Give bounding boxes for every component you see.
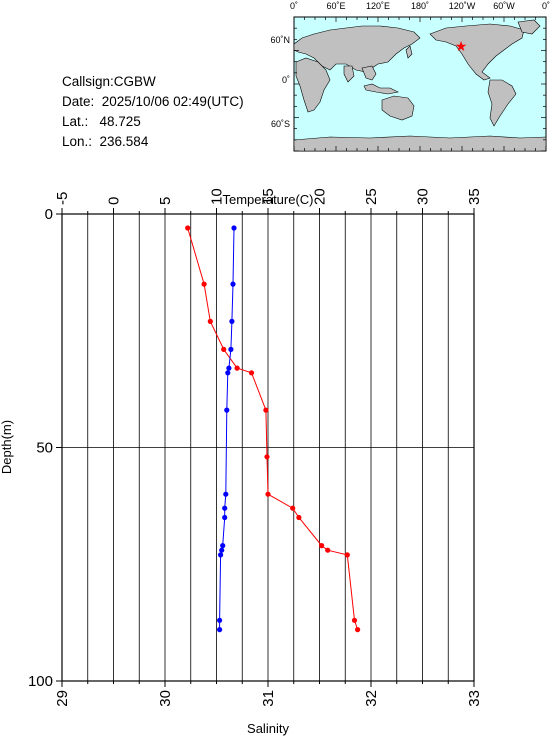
latitude-text: Lat.: 48.725 [62, 114, 141, 129]
map-land-south-america [487, 79, 517, 127]
longitude-text: Lon.: 236.584 [62, 134, 149, 149]
map-land-indonesia [363, 83, 399, 95]
callsign-text: Callsign:CGBW [62, 74, 156, 89]
temperature-axis-label: Temperature(C) [222, 192, 313, 207]
location-map: ★ 0˚ 60˚E 120˚E 180˚ 120˚W 60˚W 0˚ 60˚N 0˚ 60˚S [270, 1, 550, 152]
salinity-data-point [222, 514, 228, 521]
temperature-tick-label: 5 [157, 197, 174, 205]
temperature-data-point [264, 454, 270, 460]
salinity-data-point [225, 370, 231, 376]
map-longitude-label: 180˚ [411, 1, 429, 11]
map-land-eurasia [293, 25, 421, 73]
temperature-data-point [296, 514, 302, 521]
salinity-data-point [226, 365, 232, 371]
salinity-axis: 29 30 31 32 33 [54, 681, 483, 707]
depth-tick-label: 50 [36, 440, 53, 457]
map-latitude-label: 0˚ [282, 75, 290, 85]
temperature-data-point [207, 318, 213, 324]
salinity-axis-label: Salinity [247, 721, 289, 736]
map-longitude-label: 0˚ [290, 1, 298, 11]
depth-tick-label: 0 [45, 206, 53, 223]
map-longitude-label: 120˚E [366, 1, 390, 11]
map-landmasses [293, 19, 547, 152]
map-latitude-label: 60˚N [270, 35, 290, 45]
temperature-data-point [325, 547, 331, 553]
salinity-data-point [220, 543, 226, 549]
temperature-tick-label: 0 [106, 197, 123, 205]
temperature-data-point [344, 552, 350, 558]
map-longitude-label: 60˚E [326, 1, 345, 11]
station-marker-icon: ★ [455, 38, 468, 54]
temperature-data-point [185, 225, 191, 231]
map-land-africa [295, 57, 331, 113]
map-land-north-america [429, 23, 525, 81]
chart-grid [61, 213, 475, 682]
salinity-profile-line [219, 227, 235, 630]
temperature-axis: -5 0 5 10 15 20 25 30 35 [54, 188, 483, 214]
map-land-seasia [361, 65, 377, 81]
salinity-data-point [230, 281, 236, 287]
map-land-india [343, 65, 355, 83]
salinity-data-point [222, 505, 228, 511]
salinity-tick-label: 32 [363, 690, 380, 707]
date-text: Date: 2025/10/06 02:49(UTC) [62, 94, 244, 109]
temperature-data-point [351, 617, 358, 623]
salinity-tick-label: 30 [157, 690, 174, 707]
salinity-data-point [217, 627, 223, 633]
temperature-data-point [319, 543, 325, 549]
salinity-data-point [228, 346, 234, 352]
salinity-data-point [223, 491, 229, 497]
temperature-tick-label: 10 [209, 188, 226, 205]
map-longitude-label: 120˚W [449, 1, 476, 11]
profile-series [185, 225, 361, 633]
temperature-data-point [355, 627, 361, 633]
salinity-data-point [224, 407, 230, 413]
temperature-tick-label: 35 [466, 188, 483, 205]
depth-tick-label: 100 [28, 673, 53, 690]
depth-axis-label: Depth(m) [0, 420, 14, 474]
map-frame-ticks [293, 16, 547, 152]
temperature-data-point [221, 346, 227, 352]
salinity-data-point [229, 318, 235, 324]
temperature-data-point [248, 370, 255, 376]
map-land-greenland [517, 19, 541, 35]
salinity-tick-label: 29 [54, 690, 71, 707]
map-longitude-label: 0˚ [542, 1, 550, 11]
map-longitude-labels: 0˚ 60˚E 120˚E 180˚ 120˚W 60˚W 0˚ [290, 1, 550, 11]
map-land-japan [405, 45, 413, 59]
map-latitude-label: 60˚S [271, 119, 290, 129]
station-info: Callsign:CGBW Date: 2025/10/06 02:49(UTC… [62, 72, 244, 152]
salinity-data-point [231, 225, 237, 231]
temperature-tick-label: -5 [54, 192, 71, 205]
temperature-data-point [265, 491, 271, 497]
temperature-data-point [201, 281, 207, 287]
map-land-australia [381, 95, 415, 121]
salinity-tick-label: 31 [260, 690, 277, 707]
map-longitude-label: 60˚W [493, 1, 515, 11]
map-latitude-labels: 60˚N 0˚ 60˚S [270, 35, 290, 129]
temperature-tick-label: 25 [363, 188, 380, 205]
salinity-data-point [218, 552, 224, 558]
temperature-data-point [234, 365, 240, 371]
salinity-tick-label: 33 [466, 690, 483, 707]
temperature-tick-label: 30 [415, 188, 432, 205]
temperature-tick-label: 15 [260, 188, 277, 205]
temperature-data-point [290, 505, 296, 511]
temperature-profile-line [187, 227, 359, 630]
salinity-data-point [219, 547, 225, 553]
depth-axis: 0 50 100 [28, 206, 62, 690]
salinity-data-point [217, 617, 223, 623]
temperature-data-point [263, 407, 269, 413]
temperature-tick-label: 20 [312, 188, 329, 205]
